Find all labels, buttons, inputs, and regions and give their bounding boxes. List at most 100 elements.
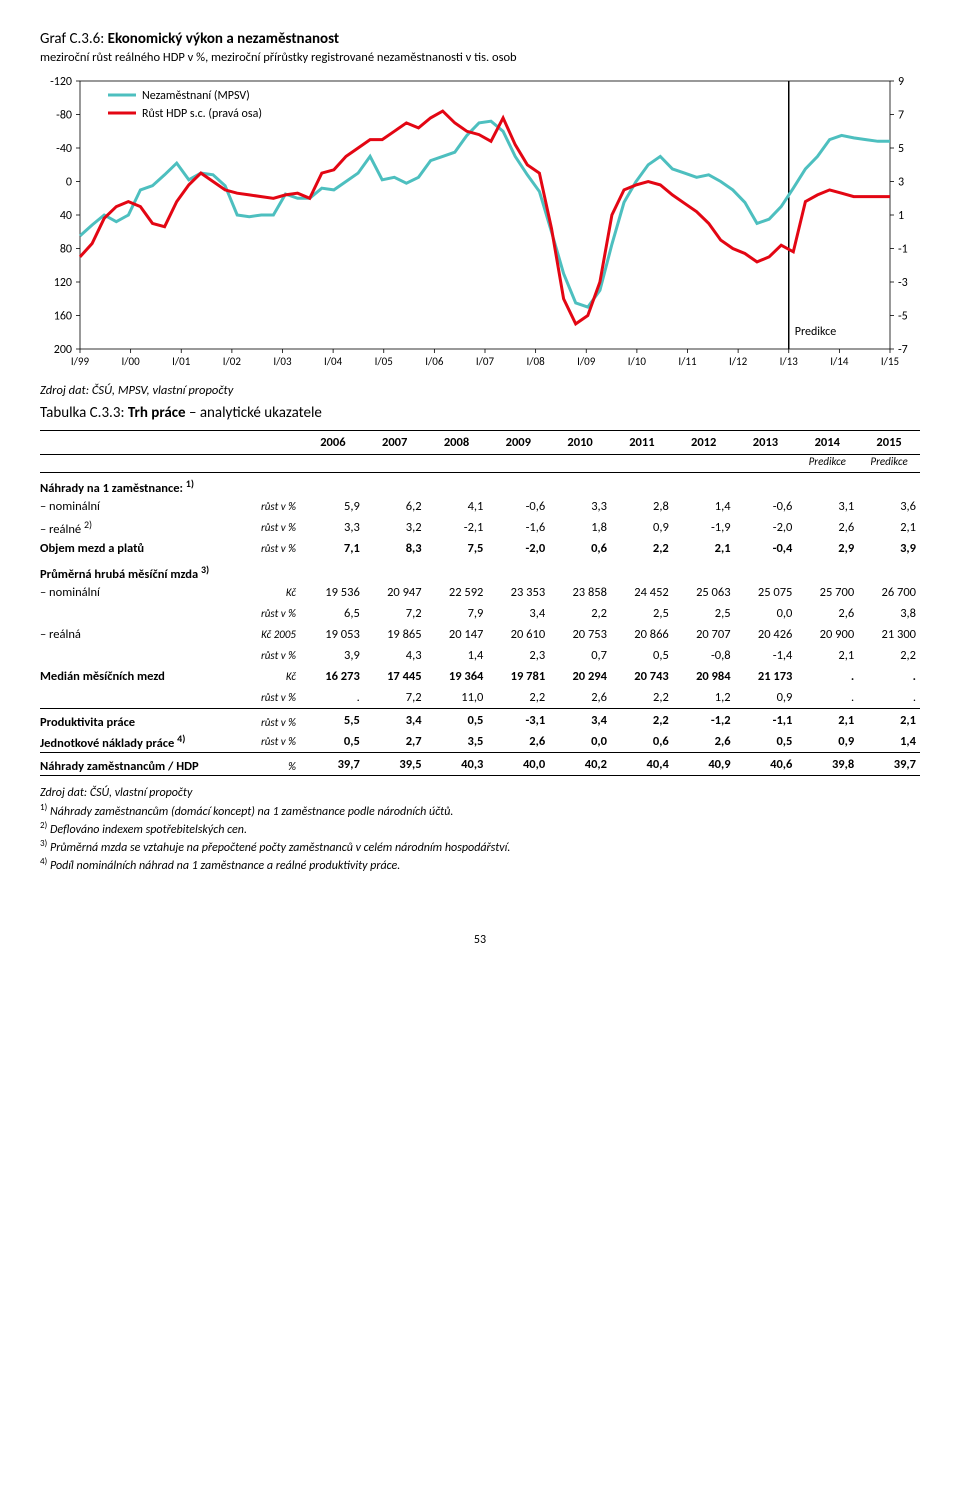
cell: 3,3 [302,517,364,538]
cell: 2,1 [673,538,735,559]
cell: 5,9 [302,496,364,517]
svg-text:I/00: I/00 [122,355,141,368]
svg-text:-3: -3 [898,276,908,290]
cell: 3,8 [858,603,920,624]
svg-text:I/99: I/99 [71,355,90,368]
cell: 0,7 [549,645,611,666]
svg-text:I/01: I/01 [172,355,191,368]
year-header: 2012 [673,431,735,455]
cell: 3,1 [796,496,858,517]
cell: 0,0 [549,731,611,753]
page-number: 53 [40,933,920,947]
cell: 7,5 [426,538,488,559]
svg-text:Růst HDP s.c. (pravá osa): Růst HDP s.c. (pravá osa) [142,107,262,121]
cell: 20 147 [426,624,488,645]
svg-text:Nezaměstnaní (MPSV): Nezaměstnaní (MPSV) [142,89,250,103]
svg-text:Predikce: Predikce [795,325,837,339]
svg-text:5: 5 [898,142,904,156]
predikce-label [611,455,673,473]
svg-text:I/04: I/04 [324,355,343,368]
table-row: růst v %.7,211,02,22,62,21,20,9.. [40,687,920,709]
table-row: – nominálníKč19 53620 94722 59223 35323 … [40,582,920,603]
svg-text:I/08: I/08 [527,355,546,368]
cell: 3,5 [426,731,488,753]
cell: 19 781 [487,666,549,687]
cell: 1,4 [426,645,488,666]
cell: 0,6 [549,538,611,559]
year-header: 2013 [735,431,797,455]
cell: 8,3 [364,538,426,559]
svg-text:160: 160 [54,310,72,324]
row-unit: Kč [240,582,302,603]
cell: 20 707 [673,624,735,645]
cell: 7,9 [426,603,488,624]
cell: -1,9 [673,517,735,538]
row-label: Průměrná hrubá měsíční mzda 3) [40,559,240,582]
cell: 6,2 [364,496,426,517]
cell: 3,3 [549,496,611,517]
table-row: – reálnáKč 200519 05319 86520 14720 6102… [40,624,920,645]
row-label: Náhrady na 1 zaměstnance: 1) [40,473,240,497]
cell: 7,2 [364,687,426,709]
year-header: 2010 [549,431,611,455]
cell: -0,6 [735,496,797,517]
cell: 0,5 [302,731,364,753]
cell: 39,7 [858,753,920,776]
cell: 3,2 [364,517,426,538]
cell: 3,4 [549,709,611,732]
predikce-label: Predikce [858,455,920,473]
row-label: – reálná [40,624,240,645]
cell: 0,5 [426,709,488,732]
svg-text:7: 7 [898,109,904,123]
table-row: Produktivita prácerůst v %5,53,40,5-3,13… [40,709,920,732]
predikce-label [673,455,735,473]
cell: 20 743 [611,666,673,687]
table-row: – nominálnírůst v %5,96,24,1-0,63,32,81,… [40,496,920,517]
row-unit [240,559,302,582]
cell: 40,9 [673,753,735,776]
cell: 6,5 [302,603,364,624]
cell: 3,6 [858,496,920,517]
cell: -2,0 [487,538,549,559]
predikce-label [302,455,364,473]
cell: 0,6 [611,731,673,753]
cell: 2,2 [611,709,673,732]
cell: 25 063 [673,582,735,603]
cell: 2,5 [673,603,735,624]
svg-text:80: 80 [60,243,72,257]
row-unit: Kč 2005 [240,624,302,645]
cell: 24 452 [611,582,673,603]
footnote-line: 2) Deflováno indexem spotřebitelských ce… [40,820,920,837]
table-row: Průměrná hrubá měsíční mzda 3) [40,559,920,582]
cell: 2,5 [611,603,673,624]
row-label: – nominální [40,582,240,603]
table-row: Medián měsíčních mezdKč16 27317 44519 36… [40,666,920,687]
row-unit: růst v % [240,645,302,666]
cell: 20 866 [611,624,673,645]
cell: 2,9 [796,538,858,559]
svg-text:I/13: I/13 [780,355,799,368]
cell: 40,6 [735,753,797,776]
cell: 23 858 [549,582,611,603]
row-label: Medián měsíčních mezd [40,666,240,687]
table-c33: 2006200720082009201020112012201320142015… [40,430,920,776]
svg-text:I/15: I/15 [881,355,899,368]
table-row: Náhrady zaměstnancům / HDP%39,739,540,34… [40,753,920,776]
cell: 40,0 [487,753,549,776]
cell: 19 053 [302,624,364,645]
chart-c36: -120-80-400408012016020097531-1-3-5-7I/9… [40,73,920,377]
table-row: – reálné 2)růst v %3,33,2-2,1-1,61,80,9-… [40,517,920,538]
cell: 21 173 [735,666,797,687]
year-header: 2008 [426,431,488,455]
svg-text:-40: -40 [56,142,72,156]
svg-text:-7: -7 [898,343,908,357]
cell: 2,6 [796,603,858,624]
svg-text:I/03: I/03 [273,355,292,368]
predikce-label [549,455,611,473]
cell: 0,5 [735,731,797,753]
footnote-line: 1) Náhrady zaměstnancům (domácí koncept)… [40,802,920,819]
cell: 21 300 [858,624,920,645]
cell: -1,1 [735,709,797,732]
chart-title: Graf C.3.6: Ekonomický výkon a nezaměstn… [40,30,920,48]
svg-text:-5: -5 [898,310,908,324]
